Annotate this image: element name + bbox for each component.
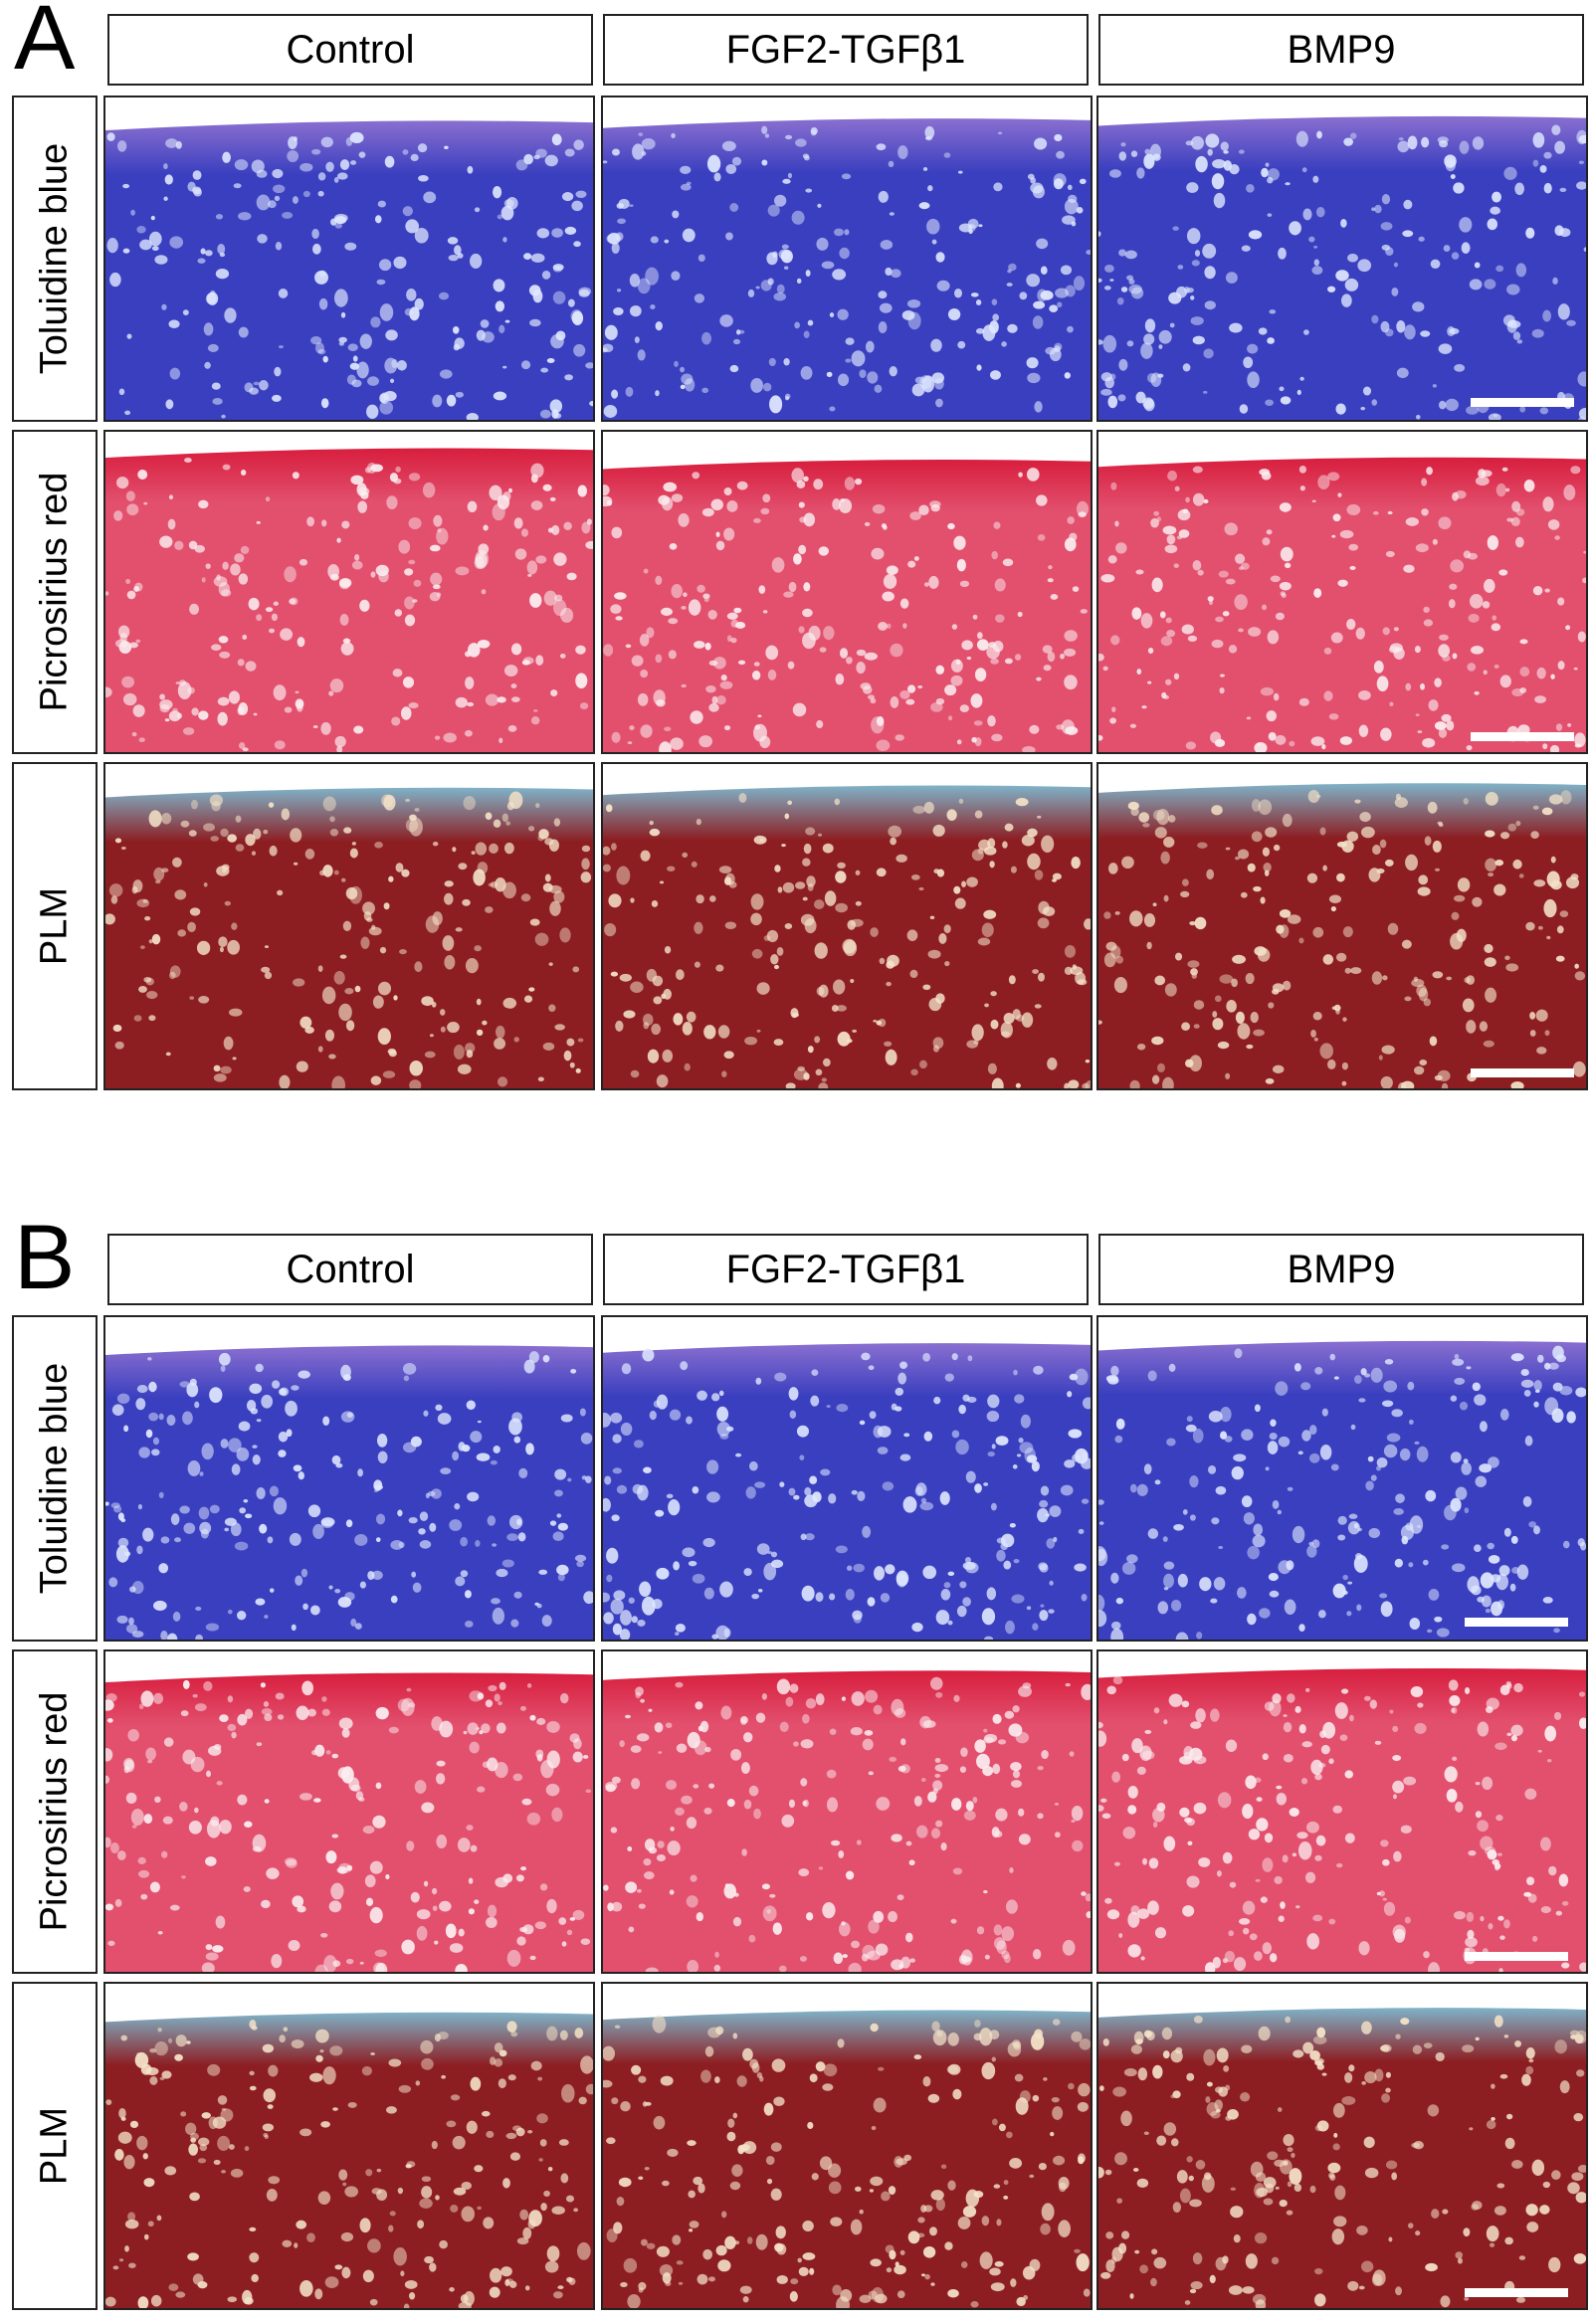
micrograph-texture (1098, 1317, 1586, 1640)
panel-label: B (14, 1207, 76, 1308)
micrograph-fgf2-tgfb1-plm (601, 1982, 1093, 2310)
micrograph-fgf2-tgfb1-toluidine-blue (601, 1315, 1093, 1642)
micrograph-texture (603, 97, 1091, 420)
micrograph-texture (603, 1984, 1091, 2308)
micrograph-fgf2-tgfb1-picrosirius-red (601, 1649, 1093, 1974)
row-label-plm: PLM (12, 762, 98, 1090)
micrograph-texture (105, 1651, 593, 1972)
scale-bar (1465, 1952, 1568, 1961)
micrograph-texture (105, 432, 593, 752)
micrograph-texture (603, 1317, 1091, 1640)
micrograph-bmp9-plm (1096, 1982, 1588, 2310)
micrograph-bmp9-toluidine-blue (1096, 96, 1588, 422)
micrograph-texture (105, 1317, 593, 1640)
micrograph-texture (1098, 97, 1586, 420)
micrograph-control-picrosirius-red (103, 430, 595, 754)
micrograph-fgf2-tgfb1-toluidine-blue (601, 96, 1093, 422)
column-header-bmp9: BMP9 (1098, 1234, 1584, 1305)
micrograph-texture (1098, 1651, 1586, 1972)
micrograph-control-plm (103, 1982, 595, 2310)
micrograph-control-picrosirius-red (103, 1649, 595, 1974)
micrograph-texture (1098, 764, 1586, 1088)
column-header-fgf2-tgfb1: FGF2-TGFβ1 (603, 14, 1089, 86)
micrograph-texture (105, 764, 593, 1088)
micrograph-bmp9-toluidine-blue (1096, 1315, 1588, 1642)
row-label-plm: PLM (12, 1982, 98, 2310)
micrograph-texture (603, 432, 1091, 752)
micrograph-texture (105, 97, 593, 420)
column-header-bmp9: BMP9 (1098, 14, 1584, 86)
column-header-fgf2-tgfb1: FGF2-TGFβ1 (603, 1234, 1089, 1305)
scale-bar (1465, 2288, 1568, 2297)
micrograph-bmp9-picrosirius-red (1096, 430, 1588, 754)
column-header-control: Control (107, 1234, 593, 1305)
panel-label: A (14, 0, 76, 89)
panel-b: B Control FGF2-TGFβ1 BMP9 Toluidine blue… (0, 1208, 1592, 2324)
row-label-picrosirius-red: Picrosirius red (12, 430, 98, 754)
micrograph-bmp9-plm (1096, 762, 1588, 1090)
row-label-toluidine-blue: Toluidine blue (12, 1315, 98, 1642)
row-label-picrosirius-red: Picrosirius red (12, 1649, 98, 1974)
row-label-toluidine-blue: Toluidine blue (12, 96, 98, 422)
micrograph-control-toluidine-blue (103, 1315, 595, 1642)
micrograph-texture (603, 1651, 1091, 1972)
scale-bar (1465, 1618, 1568, 1627)
micrograph-control-plm (103, 762, 595, 1090)
micrograph-control-toluidine-blue (103, 96, 595, 422)
scale-bar (1471, 732, 1574, 741)
column-header-control: Control (107, 14, 593, 86)
scale-bar (1471, 398, 1574, 407)
micrograph-bmp9-picrosirius-red (1096, 1649, 1588, 1974)
micrograph-fgf2-tgfb1-picrosirius-red (601, 430, 1093, 754)
panel-a: A Control FGF2-TGFβ1 BMP9 Toluidine blue… (0, 0, 1592, 1104)
micrograph-texture (1098, 1984, 1586, 2308)
scale-bar (1471, 1068, 1574, 1077)
micrograph-texture (603, 764, 1091, 1088)
micrograph-texture (105, 1984, 593, 2308)
micrograph-fgf2-tgfb1-plm (601, 762, 1093, 1090)
micrograph-texture (1098, 432, 1586, 752)
